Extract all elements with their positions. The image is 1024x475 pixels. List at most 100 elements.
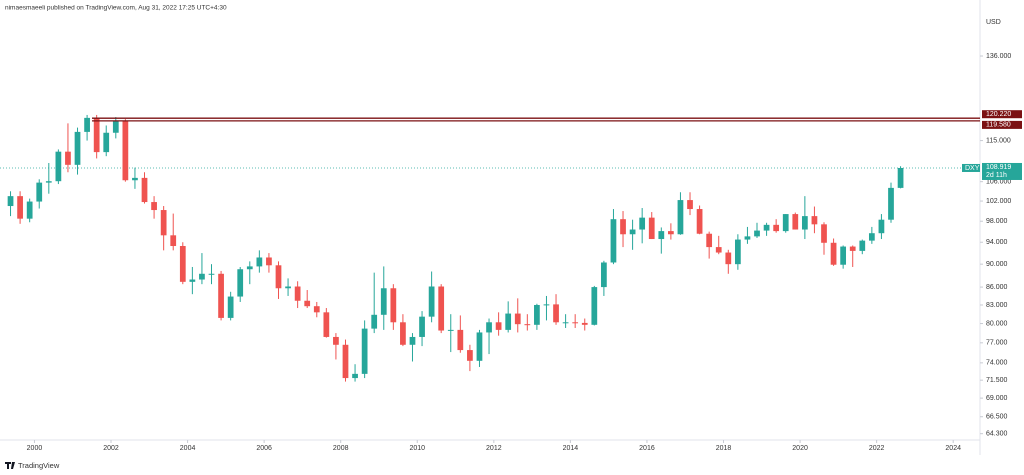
candle-body (447, 329, 454, 331)
candle-body (677, 200, 684, 235)
candle-body (696, 209, 703, 234)
candles (7, 114, 904, 382)
candle-body (763, 224, 770, 231)
y-tick-label: 74.000 (986, 360, 1008, 367)
candle-body (687, 200, 693, 210)
symbol-label: DXY (965, 165, 980, 172)
header: nimaesmaeeli published on TradingView.co… (5, 5, 227, 12)
last-price-label: 108.919 (986, 164, 1011, 171)
y-tick-label: 80.000 (986, 320, 1008, 327)
candle-body (878, 219, 885, 234)
level-price-tag (982, 110, 1022, 119)
candle-body (849, 246, 856, 251)
candle-body (160, 210, 167, 236)
candle-body (543, 304, 550, 306)
candle-body (380, 288, 387, 315)
y-tick-label: 115.000 (986, 137, 1011, 144)
candle-body (323, 312, 330, 337)
candle-body (400, 322, 406, 345)
candle-body (246, 266, 253, 270)
candle-body (103, 132, 110, 153)
candle-body (524, 324, 531, 326)
y-tick-label: 98.000 (986, 218, 1008, 225)
candle-body (428, 286, 435, 317)
candle-body (706, 233, 713, 248)
candle-body (266, 257, 272, 266)
y-tick-label: 77.000 (986, 340, 1008, 347)
candle-body (333, 336, 339, 345)
candle-body (744, 236, 751, 240)
x-tick-label: 2022 (869, 445, 885, 452)
y-tick-label: 90.000 (986, 261, 1008, 268)
candle-body (715, 247, 722, 253)
candle-body (93, 117, 100, 153)
candle-body (648, 217, 655, 240)
candle-body (256, 257, 263, 267)
candle-body (486, 322, 492, 333)
footer-text: TradingView (18, 461, 60, 470)
candle-body (132, 177, 138, 181)
candle-body (830, 242, 837, 265)
x-tick-label: 2006 (256, 445, 272, 452)
candle-body (562, 322, 569, 324)
candle-body (409, 336, 416, 345)
candle-body (801, 216, 808, 230)
candle-body (639, 217, 646, 230)
candle-body (294, 286, 301, 301)
candle-body (122, 121, 129, 181)
y-unit: USD (986, 19, 1001, 26)
candle-body (151, 202, 157, 211)
y-tick-label: 102.000 (986, 198, 1011, 205)
candle-body (84, 117, 90, 132)
candle-body (610, 219, 617, 263)
candle-body (36, 182, 43, 202)
candle-body (495, 322, 502, 330)
candle-body (352, 373, 358, 379)
candle-body (735, 239, 741, 265)
candle-body (553, 304, 559, 323)
candle-body (361, 328, 368, 374)
last-price-tag (982, 162, 1022, 180)
y-tick-label: 69.000 (986, 395, 1008, 402)
x-tick-label: 2018 (716, 445, 732, 452)
logo-icon (5, 462, 15, 469)
candle-body (285, 286, 291, 289)
y-tick-label: 106.000 (986, 179, 1011, 186)
candle-body (313, 306, 320, 313)
x-tick-label: 2004 (180, 445, 196, 452)
x-tick-label: 2024 (945, 445, 961, 452)
x-tick-label: 2010 (409, 445, 425, 452)
level-price-label: 120.220 (986, 111, 1011, 118)
candle-body (859, 240, 866, 251)
candle-body (840, 246, 847, 265)
candle-body (514, 313, 521, 325)
footer-logo: TradingView (5, 461, 60, 470)
candle-body (601, 262, 607, 288)
candle-body (897, 167, 904, 188)
candle-body (208, 273, 215, 275)
candle-body (668, 231, 674, 235)
level-price-label: 119.580 (986, 122, 1011, 129)
candle-body (170, 235, 177, 247)
candle-body (218, 273, 224, 318)
candle-body (275, 265, 282, 289)
y-tick-label: 94.000 (986, 239, 1008, 246)
candle-body (7, 196, 14, 207)
candle-body (620, 219, 626, 235)
candle-body (227, 296, 234, 318)
candle-body (754, 230, 760, 237)
candle-body (179, 246, 186, 282)
x-tick-label: 2002 (103, 445, 119, 452)
y-tick-label: 64.300 (986, 431, 1008, 438)
candle-body (572, 322, 579, 324)
y-tick-label: 136.000 (986, 53, 1011, 60)
y-tick-label: 71.500 (986, 377, 1008, 384)
x-tick-label: 2016 (639, 445, 655, 452)
y-tick-label: 86.000 (986, 284, 1008, 291)
candle-body (725, 252, 732, 265)
candle-body (888, 187, 894, 220)
candle-body (371, 314, 378, 329)
countdown-label: 2d 11h (986, 172, 1007, 179)
candle-body (534, 304, 540, 325)
candle-body (237, 269, 244, 297)
